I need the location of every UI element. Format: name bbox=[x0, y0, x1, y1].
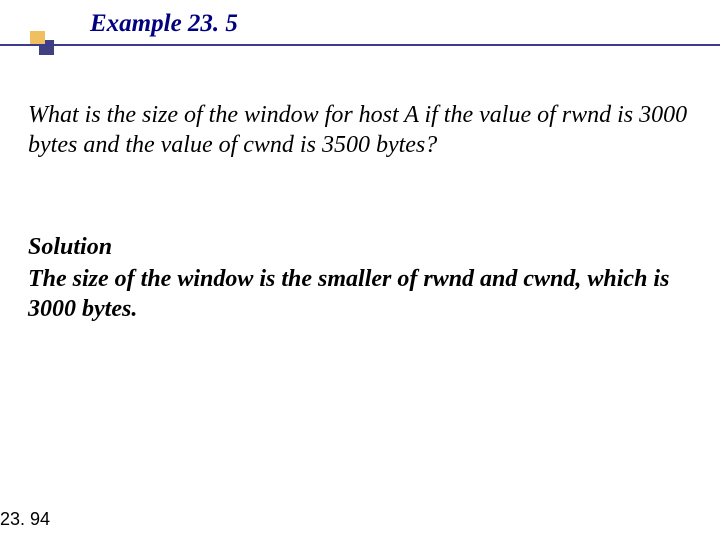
question-text: What is the size of the window for host … bbox=[28, 100, 688, 160]
solution-text: The size of the window is the smaller of… bbox=[28, 264, 688, 324]
slide-header: Example 23. 5 bbox=[0, 8, 720, 58]
solution-heading: Solution bbox=[28, 234, 112, 261]
slide-title: Example 23. 5 bbox=[90, 10, 238, 38]
header-underline bbox=[0, 44, 720, 46]
page-number: 23. 94 bbox=[0, 509, 50, 530]
